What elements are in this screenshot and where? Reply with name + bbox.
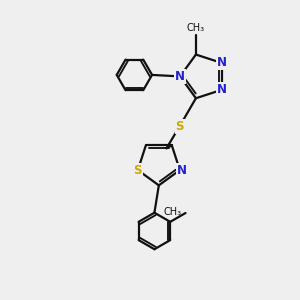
Text: S: S <box>176 120 184 133</box>
Text: N: N <box>217 56 226 69</box>
Text: S: S <box>134 164 142 177</box>
Text: CH₃: CH₃ <box>164 206 182 217</box>
Text: N: N <box>217 83 226 96</box>
Text: N: N <box>175 70 185 83</box>
Text: CH₃: CH₃ <box>187 23 205 33</box>
Text: N: N <box>177 164 187 177</box>
